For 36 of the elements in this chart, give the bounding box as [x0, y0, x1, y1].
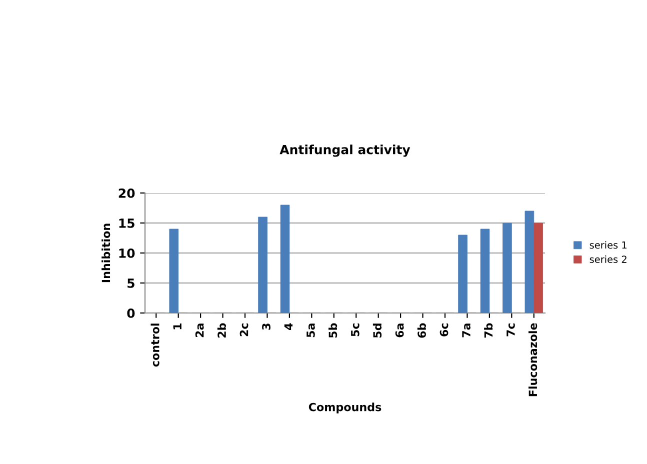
x-tick-label: 5b: [328, 323, 338, 338]
x-tick-label: 6c: [440, 323, 448, 336]
bar: [280, 204, 290, 313]
x-tick-label: Fluconazole: [528, 323, 538, 396]
x-tick-label: 2a: [195, 324, 204, 338]
x-tick-label: 1: [173, 323, 182, 330]
bar: [258, 216, 268, 313]
legend-label: series 1: [590, 241, 626, 249]
bar: [458, 234, 468, 313]
x-tick-label: 6a: [395, 324, 404, 338]
y-tick-label: 0: [127, 308, 135, 318]
x-axis-title: Compounds: [308, 402, 382, 414]
bar: [534, 222, 543, 313]
x-tick-label: 4: [284, 323, 293, 330]
x-tick-label: control: [150, 324, 160, 367]
x-tick-label: 2c: [240, 323, 248, 336]
y-tick-label: 5: [128, 278, 134, 288]
x-tick-label: 6b: [417, 323, 426, 338]
x-tick-label: 5a: [306, 324, 315, 338]
x-tick-label: 7b: [484, 323, 493, 338]
bar: [502, 222, 512, 313]
legend-label: series 2: [590, 255, 626, 263]
x-tick-label: 7a: [462, 324, 470, 338]
bar: [524, 210, 534, 313]
bar: [480, 228, 490, 313]
y-tick-label: 10: [119, 248, 135, 258]
bar: [169, 228, 179, 313]
y-tick-label: 15: [119, 218, 134, 228]
chart-title: Antifungal activity: [280, 144, 410, 157]
x-tick-label: 5c: [351, 323, 360, 336]
y-axis-title: Inhibition: [102, 224, 110, 282]
x-tick-label: 2b: [217, 323, 226, 338]
y-tick-label: 20: [118, 188, 135, 198]
x-tick-label: 7c: [506, 323, 515, 336]
x-tick-label: 5d: [372, 324, 382, 338]
x-tick-label: 3: [262, 324, 270, 330]
